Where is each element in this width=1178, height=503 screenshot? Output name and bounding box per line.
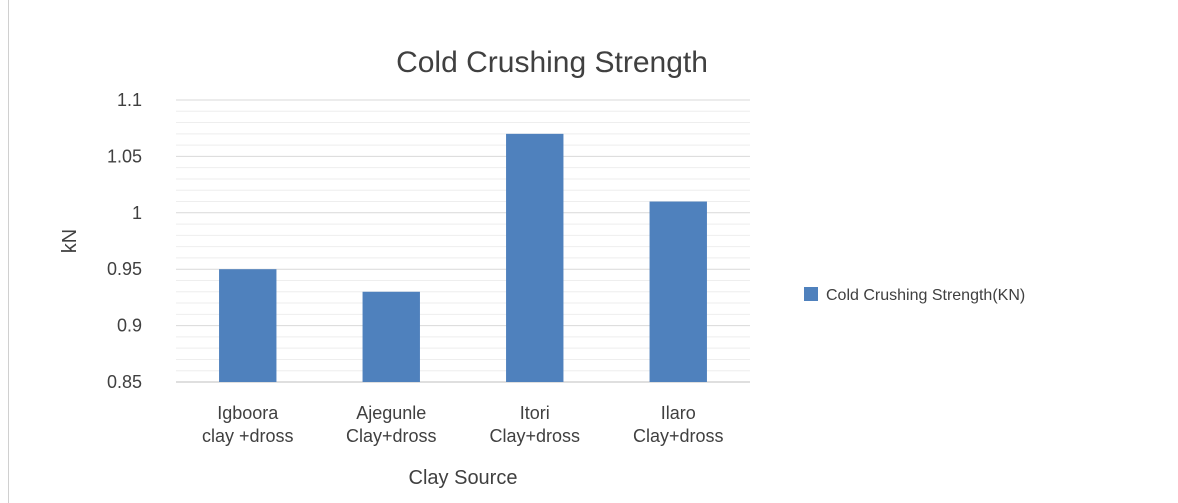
chart-title: Cold Crushing Strength xyxy=(396,46,708,79)
legend-label: Cold Crushing Strength(KN) xyxy=(826,287,1025,304)
y-axis-label: kN xyxy=(59,229,81,253)
y-tick-label: 0.85 xyxy=(107,372,142,392)
x-axis-label: Clay Source xyxy=(409,467,518,489)
legend-swatch xyxy=(804,287,818,301)
x-tick-label: Clay+dross xyxy=(489,426,580,446)
y-tick-label: 1.1 xyxy=(117,90,142,110)
x-tick-label: Igboora xyxy=(217,403,279,423)
y-tick-label: 0.9 xyxy=(117,316,142,336)
bar xyxy=(649,201,707,382)
legend: Cold Crushing Strength(KN) xyxy=(804,287,1025,304)
x-axis-ticks: Igboora clay +dross Ajegunle Clay+dross Itor… xyxy=(202,403,724,446)
x-tick-label: Clay+dross xyxy=(633,426,724,446)
x-tick-label: Ajegunle xyxy=(356,403,426,423)
x-tick-label: Clay+dross xyxy=(346,426,437,446)
x-tick-label: clay +dross xyxy=(202,426,294,446)
bar xyxy=(219,269,277,382)
x-tick-label: Itori xyxy=(520,403,550,423)
bars xyxy=(219,133,707,382)
bar xyxy=(362,291,420,382)
chart-frame-edge xyxy=(8,0,9,503)
x-tick-label: Ilaro xyxy=(661,403,696,423)
y-tick-label: 1 xyxy=(132,203,142,223)
y-tick-label: 1.05 xyxy=(107,146,142,166)
bar xyxy=(506,133,564,382)
y-tick-label: 0.95 xyxy=(107,259,142,279)
y-axis-ticks: 0.85 0.9 0.95 1 1.05 1.1 xyxy=(107,90,142,392)
